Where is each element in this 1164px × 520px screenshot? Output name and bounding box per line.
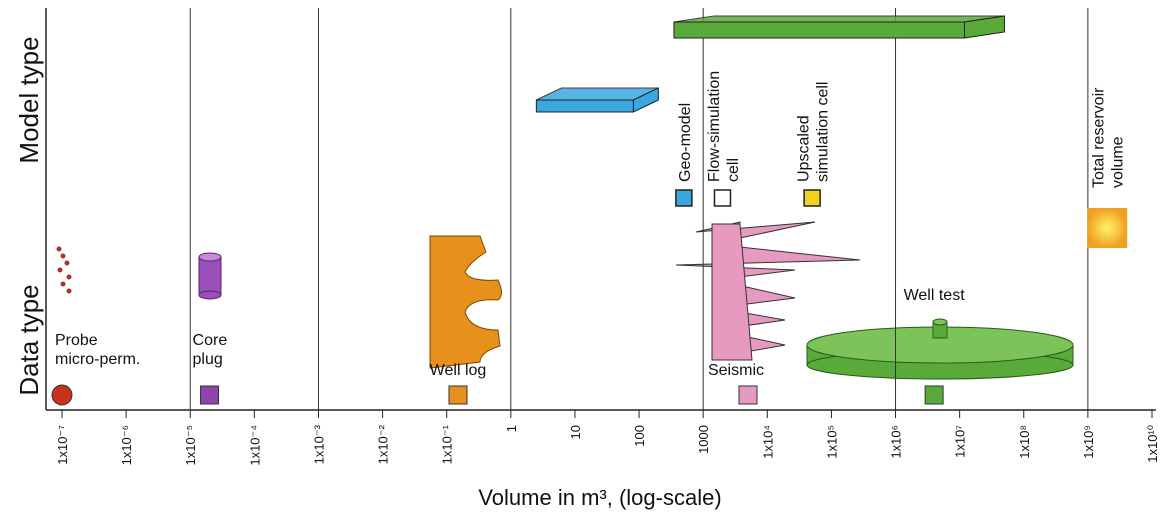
bar-front bbox=[535, 99, 634, 113]
row-label: Model type bbox=[14, 36, 44, 163]
x-axis-label: Volume in m³, (log-scale) bbox=[478, 485, 721, 510]
x-tick-label: 1x10⁻³ bbox=[311, 424, 326, 464]
model-bar bbox=[673, 15, 1005, 39]
core-cylinder bbox=[198, 252, 222, 300]
x-tick-label: 1x10⁻⁵ bbox=[183, 425, 198, 465]
well-log-shape bbox=[429, 235, 502, 369]
model-bar bbox=[535, 87, 659, 113]
x-tick-label: 1x10⁶ bbox=[889, 425, 904, 459]
bar-top bbox=[673, 15, 1005, 23]
data-marker bbox=[924, 385, 944, 405]
model-type-label: simulation cell bbox=[815, 82, 832, 182]
model-type-label: volume bbox=[1110, 136, 1127, 188]
model-type-label: Geo-model bbox=[677, 103, 694, 182]
row-label: Data type bbox=[14, 284, 44, 395]
x-tick-label: 1x10⁻² bbox=[376, 424, 391, 464]
data-type-label: Well log bbox=[430, 362, 487, 379]
x-tick-label: 1x10⁸ bbox=[1017, 425, 1032, 459]
x-tick-label: 1x10⁻¹ bbox=[440, 424, 455, 464]
data-marker bbox=[51, 384, 73, 406]
data-marker bbox=[448, 385, 468, 405]
data-marker bbox=[200, 385, 220, 405]
x-tick-label: 1x10¹⁰ bbox=[1145, 425, 1160, 463]
data-type-label: Probe bbox=[55, 332, 98, 349]
data-type-label: Seismic bbox=[708, 362, 764, 379]
data-type-label: plug bbox=[193, 351, 223, 368]
x-tick-label: 1 bbox=[504, 425, 519, 432]
x-tick-label: 1x10⁵ bbox=[824, 425, 839, 459]
x-tick-label: 10 bbox=[568, 425, 583, 439]
model-marker bbox=[1087, 208, 1128, 248]
model-marker bbox=[803, 189, 821, 207]
model-type-label: Upscaled bbox=[796, 115, 813, 182]
well-test-disc bbox=[806, 318, 1074, 380]
data-type-label: Well test bbox=[904, 287, 966, 304]
x-tick-label: 100 bbox=[632, 425, 647, 447]
x-tick-label: 1x10⁻⁶ bbox=[119, 425, 134, 465]
x-tick-label: 1000 bbox=[696, 425, 711, 454]
decor bbox=[56, 246, 72, 294]
x-tick-label: 1x10⁹ bbox=[1081, 425, 1096, 459]
model-type-label: Total reservoir bbox=[1091, 87, 1108, 188]
data-marker bbox=[738, 385, 758, 405]
model-marker bbox=[675, 189, 693, 207]
model-marker bbox=[713, 189, 732, 207]
data-type-label: Core bbox=[193, 332, 228, 349]
x-tick-label: 1x10⁴ bbox=[760, 425, 775, 459]
x-tick-label: 1x10⁷ bbox=[953, 425, 968, 458]
bar-front bbox=[673, 21, 965, 39]
x-tick-label: 1x10⁻⁷ bbox=[55, 425, 70, 465]
model-type-label: cell bbox=[725, 158, 742, 182]
data-type-label: micro-perm. bbox=[55, 351, 140, 368]
x-tick-label: 1x10⁻⁴ bbox=[247, 425, 262, 466]
seismic-shape bbox=[675, 221, 861, 361]
model-type-label: Flow-simulation bbox=[706, 71, 723, 182]
